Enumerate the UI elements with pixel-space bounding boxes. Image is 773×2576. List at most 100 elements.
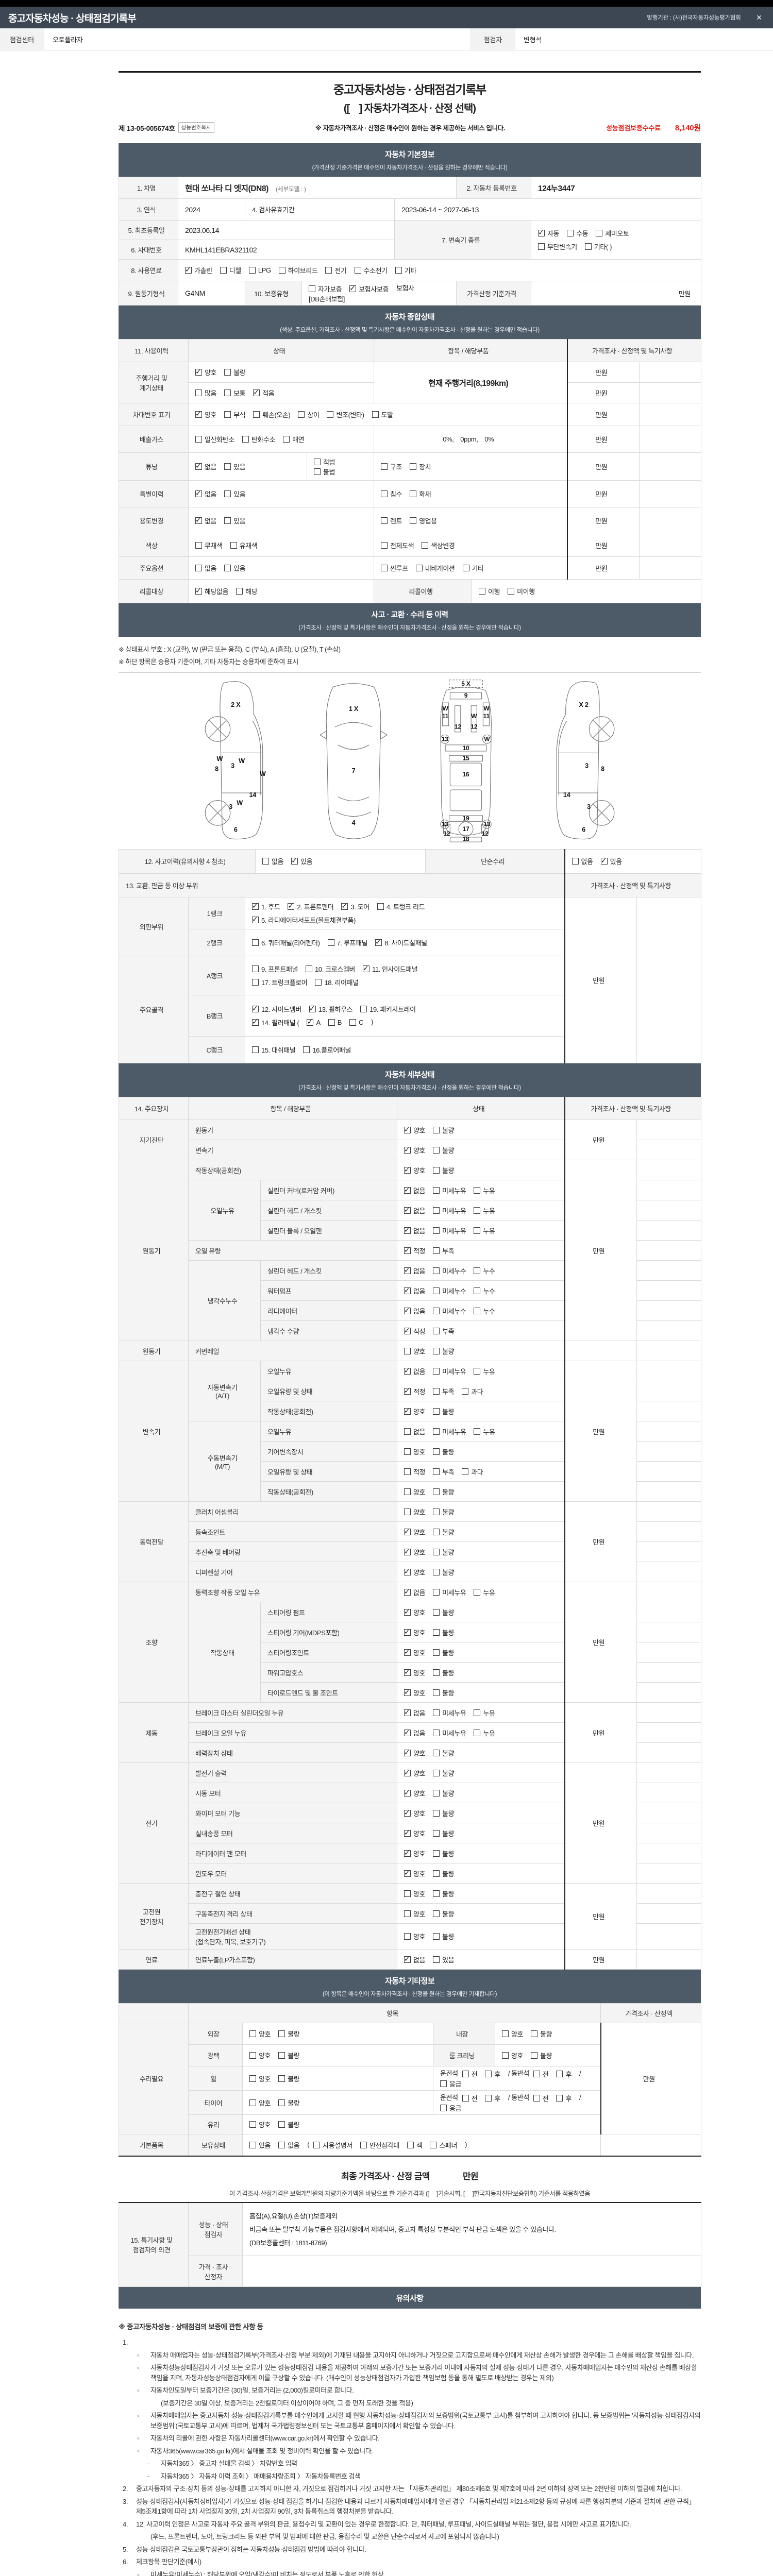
checkbox[interactable] xyxy=(440,2105,447,2112)
checkbox[interactable] xyxy=(404,1527,411,1536)
checkbox[interactable] xyxy=(433,1608,440,1616)
checkbox[interactable] xyxy=(224,411,231,418)
checkbox[interactable] xyxy=(315,979,322,986)
checkbox[interactable] xyxy=(224,565,231,572)
checkbox[interactable] xyxy=(249,2052,256,2059)
checkbox[interactable] xyxy=(430,2141,437,2148)
checkbox[interactable] xyxy=(404,1607,411,1616)
checkbox[interactable] xyxy=(404,1668,411,1676)
checkbox[interactable] xyxy=(474,1207,481,1214)
checkbox[interactable] xyxy=(404,1266,411,1275)
checkbox[interactable] xyxy=(253,411,260,418)
checkbox[interactable] xyxy=(381,517,388,524)
checkbox[interactable] xyxy=(474,1267,481,1274)
checkbox[interactable] xyxy=(508,588,515,595)
checkbox[interactable] xyxy=(404,1226,411,1234)
checkbox[interactable] xyxy=(314,458,321,465)
checkbox[interactable] xyxy=(195,586,202,595)
checkbox[interactable] xyxy=(404,1286,411,1295)
checkbox[interactable] xyxy=(422,542,429,549)
checkbox[interactable] xyxy=(249,2030,256,2038)
checkbox[interactable] xyxy=(195,436,202,443)
checkbox[interactable] xyxy=(433,1488,440,1495)
checkbox[interactable] xyxy=(404,1508,411,1515)
checkbox[interactable] xyxy=(433,1448,440,1455)
checkbox[interactable] xyxy=(404,1890,411,1897)
checkbox[interactable] xyxy=(433,1307,440,1314)
checkbox[interactable] xyxy=(474,1227,481,1234)
checkbox[interactable] xyxy=(404,1326,411,1335)
checkbox[interactable] xyxy=(538,243,545,250)
checkbox[interactable] xyxy=(404,1448,411,1455)
checkbox[interactable] xyxy=(253,388,260,397)
checkbox[interactable] xyxy=(328,1019,335,1026)
checkbox[interactable] xyxy=(362,964,369,973)
checkbox[interactable] xyxy=(433,1428,440,1435)
checkbox[interactable] xyxy=(313,2141,321,2148)
checkbox[interactable] xyxy=(404,1406,411,1415)
checkbox[interactable] xyxy=(415,565,423,572)
checkbox[interactable] xyxy=(404,1748,411,1757)
checkbox[interactable] xyxy=(404,1788,411,1797)
checkbox[interactable] xyxy=(538,228,545,237)
checkbox[interactable] xyxy=(410,463,417,470)
checkbox[interactable] xyxy=(433,1146,440,1154)
checkbox[interactable] xyxy=(404,1808,411,1817)
checkbox[interactable] xyxy=(236,588,243,595)
checkbox[interactable] xyxy=(309,1004,316,1013)
checkbox[interactable] xyxy=(433,1247,440,1254)
checkbox[interactable] xyxy=(433,1729,440,1736)
checkbox[interactable] xyxy=(433,1709,440,1716)
checkbox[interactable] xyxy=(249,2075,256,2082)
checkbox[interactable] xyxy=(252,1046,259,1054)
checkbox[interactable] xyxy=(404,1386,411,1395)
checkbox[interactable] xyxy=(224,369,231,376)
checkbox[interactable] xyxy=(433,1166,440,1174)
checkbox[interactable] xyxy=(474,1187,481,1194)
checkbox[interactable] xyxy=(556,2071,563,2078)
checkbox[interactable] xyxy=(404,1933,411,1940)
checkbox[interactable] xyxy=(404,1145,411,1154)
checkbox[interactable] xyxy=(278,2141,285,2148)
checkbox[interactable] xyxy=(433,1789,440,1797)
checkbox[interactable] xyxy=(395,267,402,274)
checkbox[interactable] xyxy=(185,265,192,274)
checkbox[interactable] xyxy=(278,2052,285,2059)
checkbox[interactable] xyxy=(291,856,298,865)
checkbox[interactable] xyxy=(307,1018,314,1026)
checkbox[interactable] xyxy=(404,1125,411,1134)
checkbox[interactable] xyxy=(224,389,231,397)
checkbox[interactable] xyxy=(584,243,592,250)
checkbox[interactable] xyxy=(195,516,202,524)
checkbox[interactable] xyxy=(404,1567,411,1576)
checkbox[interactable] xyxy=(404,1468,411,1475)
checkbox[interactable] xyxy=(375,938,382,946)
checkbox[interactable] xyxy=(433,1327,440,1334)
checkbox[interactable] xyxy=(410,517,417,524)
checkbox[interactable] xyxy=(433,1629,440,1636)
checkbox[interactable] xyxy=(252,965,259,973)
checkbox[interactable] xyxy=(433,1829,440,1837)
checkbox[interactable] xyxy=(433,1809,440,1817)
checkbox[interactable] xyxy=(433,1850,440,1857)
checkbox[interactable] xyxy=(195,367,202,376)
checkbox[interactable] xyxy=(556,2095,563,2102)
checkbox[interactable] xyxy=(404,1306,411,1315)
checkbox[interactable] xyxy=(433,1890,440,1897)
checkbox[interactable] xyxy=(462,1387,469,1395)
checkbox[interactable] xyxy=(433,1649,440,1656)
checkbox[interactable] xyxy=(327,411,334,418)
checkbox[interactable] xyxy=(278,2030,285,2038)
checkbox[interactable] xyxy=(462,2095,469,2102)
checkbox[interactable] xyxy=(278,2099,285,2106)
checkbox[interactable] xyxy=(433,1528,440,1535)
checkbox[interactable] xyxy=(377,903,384,910)
checkbox[interactable] xyxy=(433,1749,440,1756)
checkbox[interactable] xyxy=(404,1587,411,1596)
checkbox[interactable] xyxy=(462,1468,469,1475)
checkbox[interactable] xyxy=(195,489,202,498)
checkbox[interactable] xyxy=(433,1126,440,1133)
checkbox[interactable] xyxy=(242,436,249,443)
checkbox[interactable] xyxy=(404,1768,411,1777)
checkbox[interactable] xyxy=(360,1006,367,1013)
